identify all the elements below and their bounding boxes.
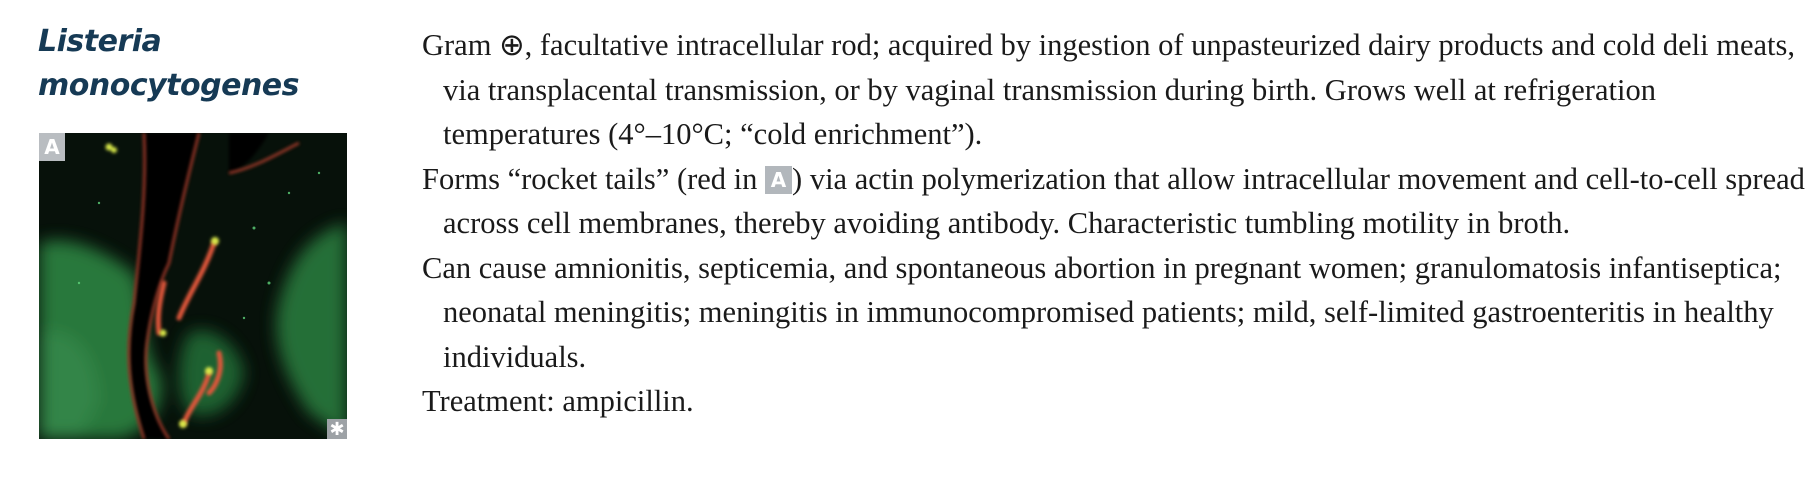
paragraph-rocket-tails-end: ) via actin polymerization that allow in… xyxy=(443,161,1805,241)
paragraph-rocket-tails: Forms “rocket tails” (red in A) via acti… xyxy=(422,157,1812,246)
copyright-star-icon: ✱ xyxy=(327,419,347,439)
paragraph-treatment: Treatment: ampicillin. xyxy=(422,384,694,418)
paragraph-gram-stain: Gram ⊕, facultative intracellular rod; a… xyxy=(422,28,1796,151)
title-line-1: Listeria xyxy=(38,24,162,59)
micrograph-figure: A ✱ xyxy=(39,133,347,439)
entry-title: Listeria monocytogenes xyxy=(38,20,368,108)
title-line-2: monocytogenes xyxy=(38,68,300,103)
paragraph-rocket-tails-start: Forms “rocket tails” (red in xyxy=(422,161,766,196)
description-text: Gram ⊕, facultative intracellular rod; a… xyxy=(422,23,1812,424)
figure-label-badge: A xyxy=(39,133,65,161)
figure-reference-badge: A xyxy=(765,165,793,194)
micrograph-image xyxy=(39,133,347,439)
paragraph-clinical: Can cause amnionitis, septicemia, and sp… xyxy=(422,250,1782,374)
